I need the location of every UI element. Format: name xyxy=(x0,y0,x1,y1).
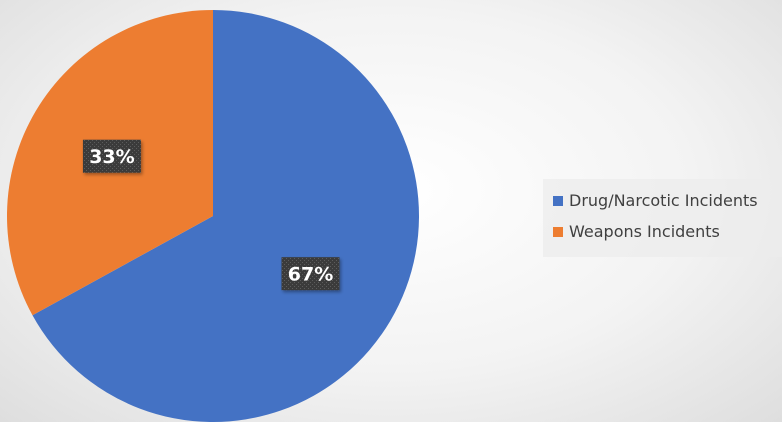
pie-slices xyxy=(6,10,419,422)
legend-label-drug-narcotic: Drug/Narcotic Incidents xyxy=(569,191,758,210)
legend-swatch-drug-narcotic xyxy=(553,195,563,206)
data-label-text: 67% xyxy=(288,264,333,286)
data-label-box xyxy=(82,139,141,173)
legend-item-drug-narcotic: Drug/Narcotic Incidents xyxy=(553,185,782,216)
data-label-weapons-incidents: 33% xyxy=(82,139,141,173)
pie-data-labels: 67% 33% xyxy=(82,139,340,291)
data-label-drug-narcotic-incidents: 67% xyxy=(281,257,340,291)
data-label-text: 33% xyxy=(89,146,134,168)
pie-slice-drug-narcotic-incidents xyxy=(32,10,419,422)
legend-label-weapons: Weapons Incidents xyxy=(569,222,720,241)
data-label-box xyxy=(281,257,340,291)
legend-item-weapons: Weapons Incidents xyxy=(553,216,782,247)
legend-swatch-weapons xyxy=(553,226,563,237)
legend: Drug/Narcotic Incidents Weapons Incident… xyxy=(543,179,782,257)
